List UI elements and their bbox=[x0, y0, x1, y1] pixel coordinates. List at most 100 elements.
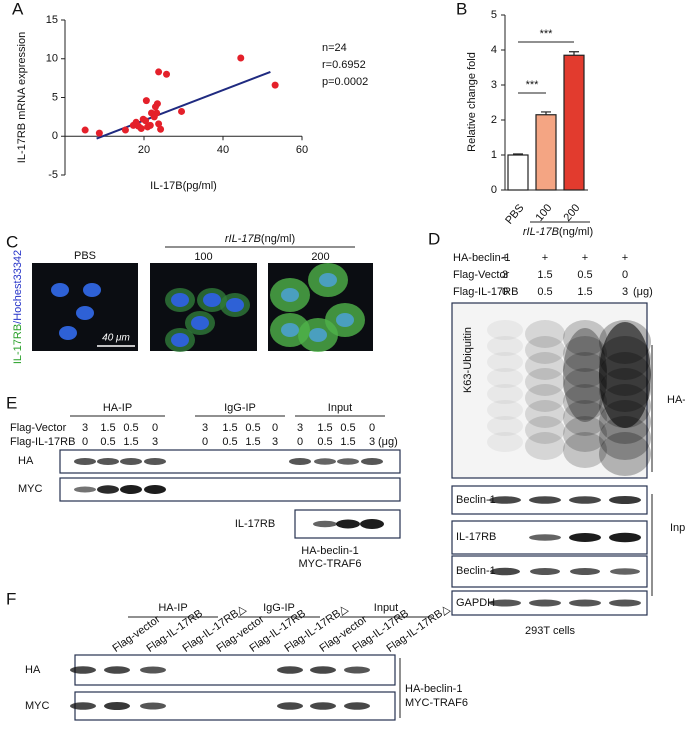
nucleus bbox=[83, 283, 101, 297]
nucleus bbox=[319, 273, 337, 287]
row-value: + bbox=[542, 252, 548, 264]
nucleus bbox=[59, 326, 77, 340]
row-value: 0 bbox=[297, 436, 303, 448]
smear bbox=[487, 432, 523, 452]
band bbox=[70, 702, 96, 710]
treatment-italic: rIL-17B bbox=[225, 233, 261, 245]
band bbox=[490, 567, 520, 576]
band bbox=[529, 496, 561, 504]
band bbox=[277, 702, 303, 710]
row-value: 0.5 bbox=[340, 422, 355, 434]
band bbox=[361, 458, 383, 465]
row-value: 0 bbox=[152, 422, 158, 434]
smear bbox=[599, 416, 651, 460]
bar bbox=[507, 154, 529, 191]
group-label: IgG-IP bbox=[263, 602, 295, 614]
smear bbox=[563, 328, 607, 422]
x-axis-label: rIL-17B(ng/ml) bbox=[523, 226, 593, 238]
smear bbox=[487, 416, 523, 436]
band bbox=[74, 486, 96, 493]
nucleus bbox=[191, 316, 209, 330]
nucleus bbox=[203, 293, 221, 307]
point bbox=[137, 125, 145, 132]
blot-label: GAPDH bbox=[456, 597, 495, 609]
smear bbox=[525, 384, 565, 412]
smear bbox=[599, 432, 651, 476]
band bbox=[570, 568, 600, 575]
blot-label: MYC bbox=[18, 483, 43, 495]
smear bbox=[525, 336, 565, 364]
panel-label: B bbox=[456, 0, 467, 18]
row-value: 0.5 bbox=[537, 286, 552, 298]
unit: (μg) bbox=[633, 286, 653, 298]
row-value: 3 bbox=[152, 436, 158, 448]
band bbox=[530, 568, 560, 575]
panel-label: D bbox=[428, 229, 440, 248]
point bbox=[155, 68, 163, 76]
smear bbox=[563, 352, 607, 388]
nucleus bbox=[309, 328, 327, 342]
y-tick-label: -5 bbox=[48, 169, 58, 181]
blot-label: Beclin-1 bbox=[456, 565, 496, 577]
unit: (μg) bbox=[378, 436, 398, 448]
row-value: 3 bbox=[82, 422, 88, 434]
row-label: Flag-Vector bbox=[10, 422, 67, 434]
band bbox=[120, 458, 142, 465]
group-label: HA-IP bbox=[667, 394, 685, 406]
smear bbox=[563, 384, 607, 420]
y-tick-label: 15 bbox=[46, 14, 58, 26]
smear bbox=[563, 416, 607, 452]
panel-label: A bbox=[12, 0, 24, 18]
row-value: 3 bbox=[297, 422, 303, 434]
error-bar bbox=[541, 111, 551, 115]
blot-label: Beclin-1 bbox=[456, 494, 496, 506]
smear bbox=[487, 352, 523, 372]
point bbox=[271, 81, 279, 89]
panel-label: F bbox=[6, 589, 16, 608]
smear bbox=[525, 320, 565, 348]
y-tick-label: 3 bbox=[491, 79, 497, 91]
nucleus bbox=[51, 283, 69, 297]
band bbox=[569, 599, 601, 607]
point bbox=[155, 120, 163, 128]
condition-label: PBS bbox=[74, 250, 96, 262]
band bbox=[337, 458, 359, 465]
blot-label: HA bbox=[25, 664, 41, 676]
smear bbox=[563, 432, 607, 468]
group-label: HA-IP bbox=[103, 402, 132, 414]
band bbox=[529, 599, 561, 607]
group-label: Input bbox=[374, 602, 398, 614]
row-value: 0 bbox=[502, 286, 508, 298]
y-axis-label: Relative change fold bbox=[466, 52, 478, 152]
row-value: 0.5 bbox=[100, 436, 115, 448]
band bbox=[289, 458, 311, 465]
row-value: 1.5 bbox=[100, 422, 115, 434]
band bbox=[144, 458, 166, 465]
stain-label: IL-17RB/Hochest33342 bbox=[12, 250, 24, 364]
band bbox=[609, 599, 641, 607]
row-value: + bbox=[622, 252, 628, 264]
point bbox=[81, 126, 89, 134]
band bbox=[313, 520, 337, 528]
group-label: HA-IP bbox=[158, 602, 187, 614]
point bbox=[142, 97, 150, 105]
scale-bar-label: 40 μm bbox=[102, 333, 130, 344]
y-tick-label: 10 bbox=[46, 53, 58, 65]
y-tick-label: 0 bbox=[52, 130, 58, 142]
y-axis-label: IL-17RB mRNA expression bbox=[16, 32, 28, 163]
smear bbox=[487, 400, 523, 420]
band bbox=[569, 496, 601, 504]
row-value: 3 bbox=[272, 436, 278, 448]
group-label: IgG-IP bbox=[224, 402, 256, 414]
row-value: 0 bbox=[369, 422, 375, 434]
point bbox=[157, 125, 165, 133]
nucleus bbox=[76, 306, 94, 320]
smear bbox=[563, 320, 607, 356]
treatment-label: rIL-17B(ng/ml) bbox=[225, 233, 295, 245]
band bbox=[140, 702, 166, 710]
smear bbox=[563, 336, 607, 372]
row-value: 1.5 bbox=[222, 422, 237, 434]
x-axis-label-italic: rIL-17B bbox=[523, 226, 559, 238]
annotation: p=0.0002 bbox=[322, 76, 368, 88]
